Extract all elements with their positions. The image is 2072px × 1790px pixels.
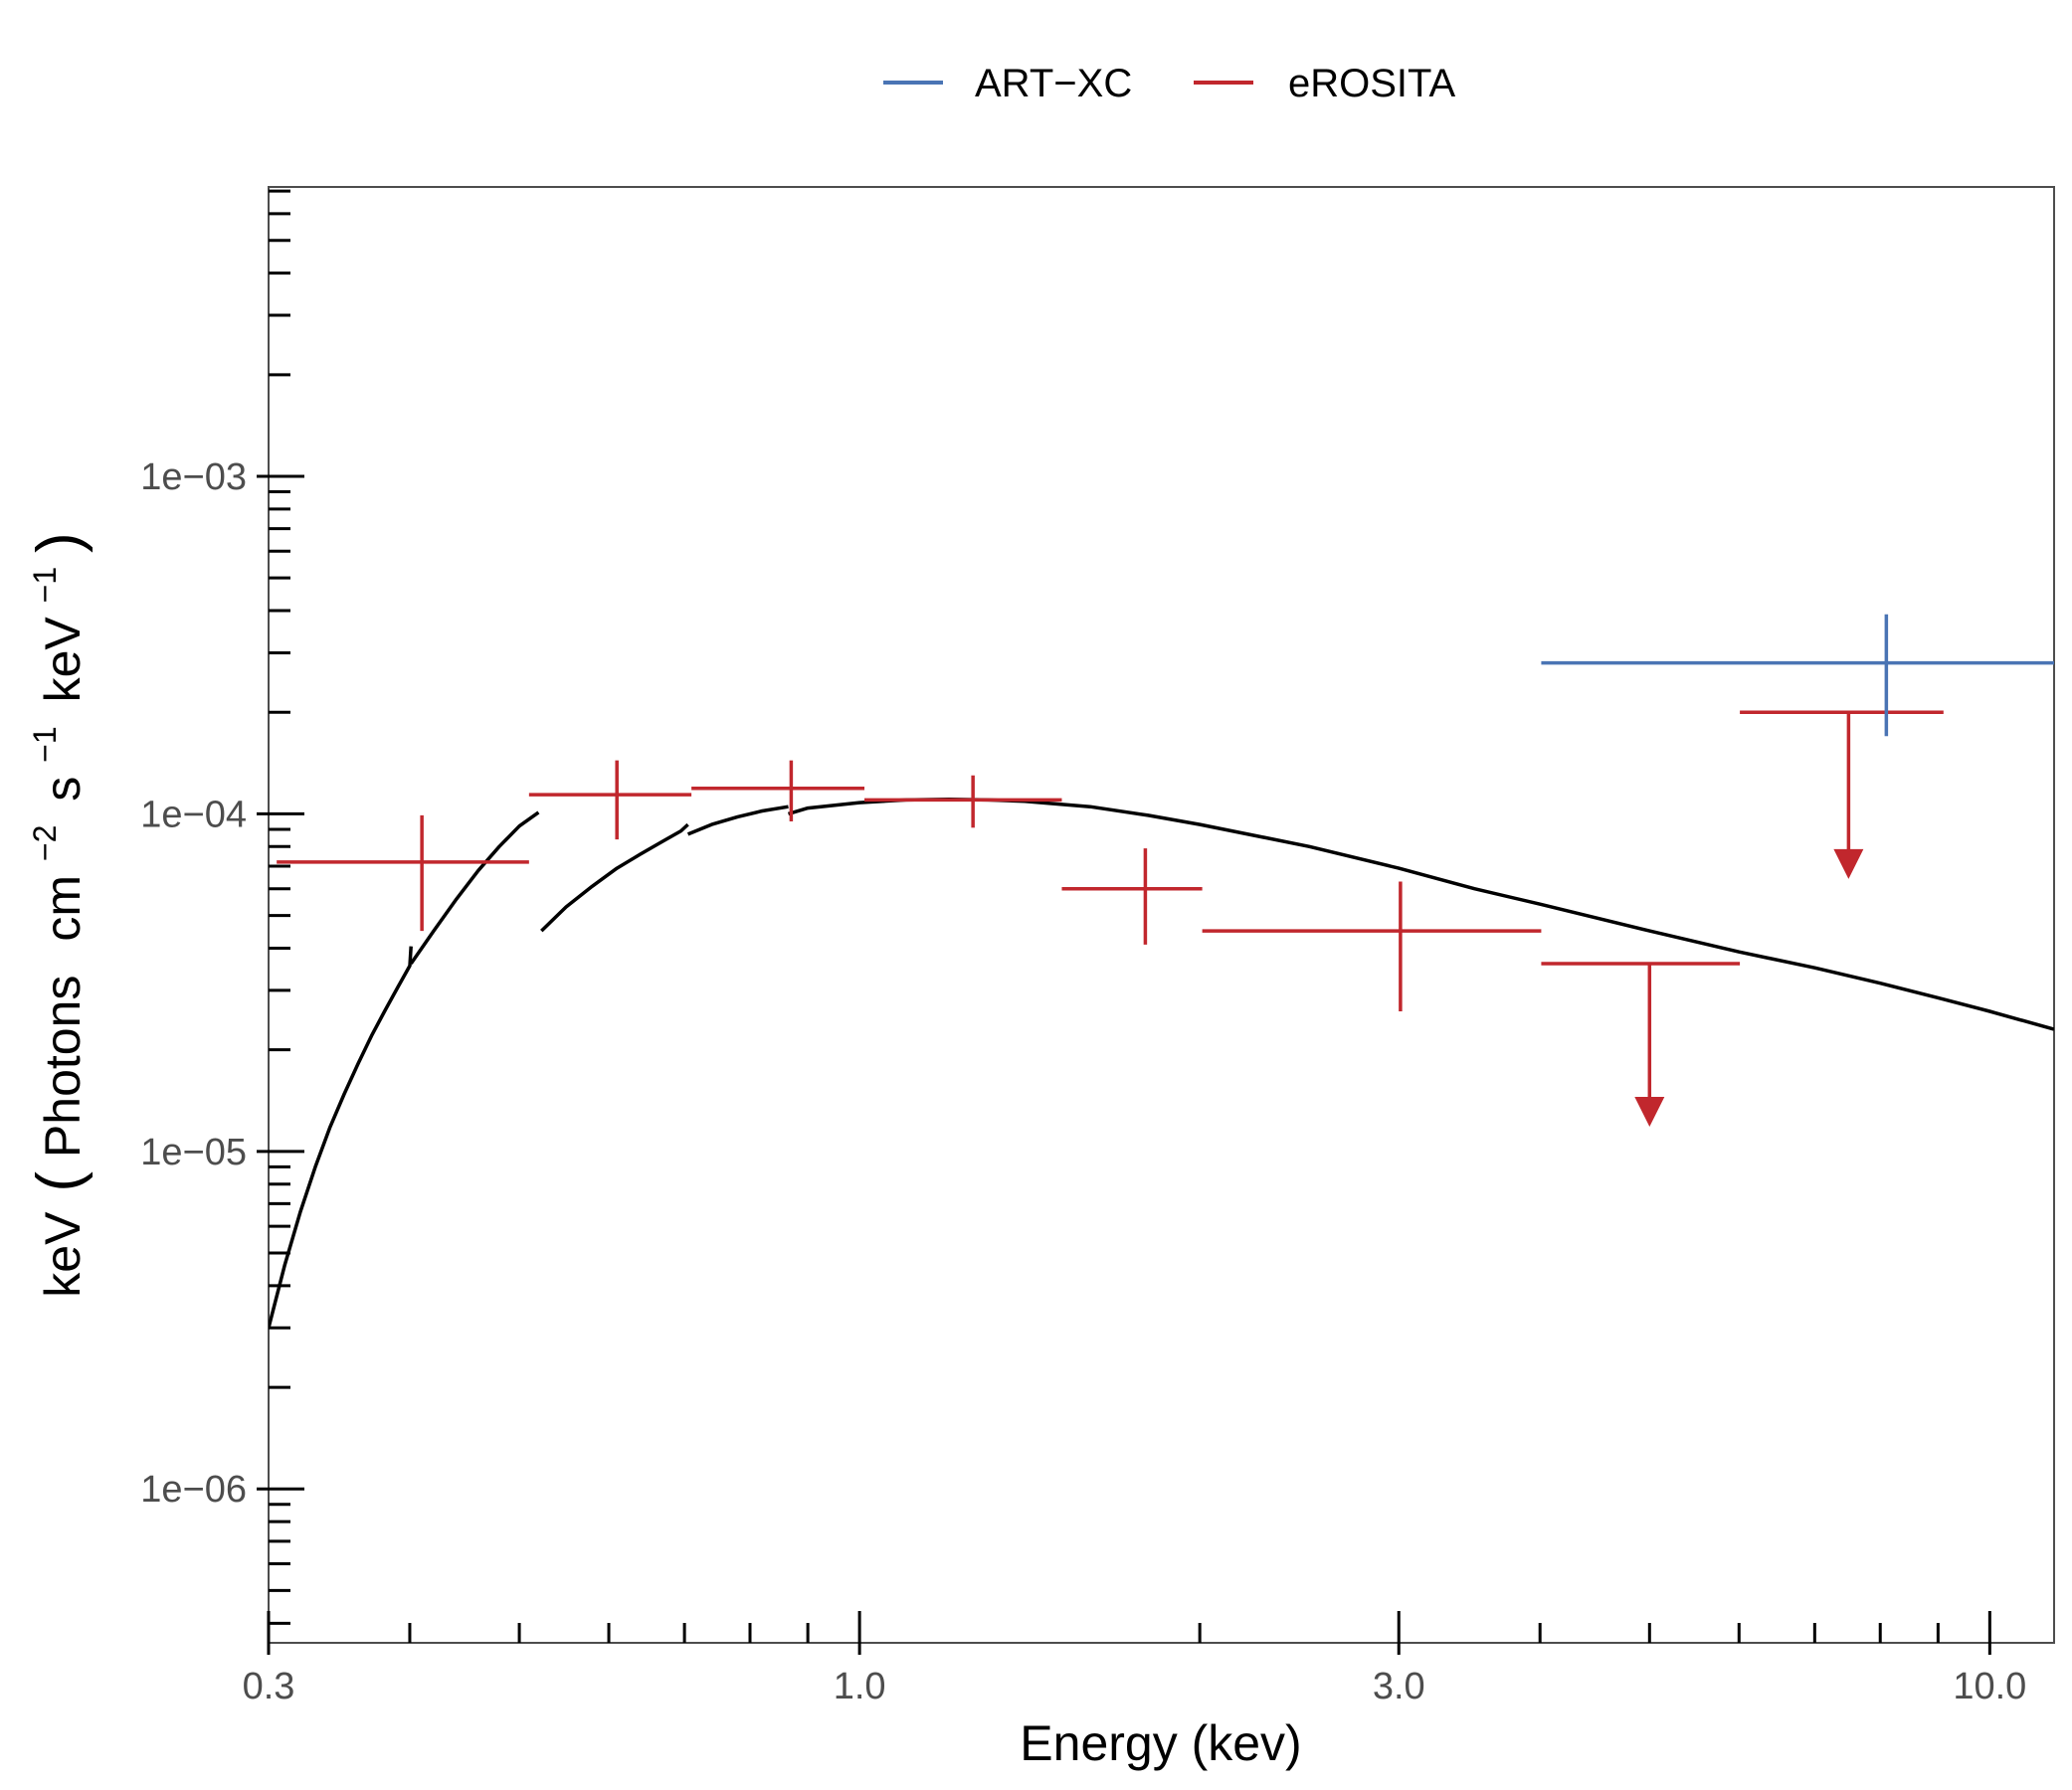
- data-points: [277, 614, 2054, 1127]
- x-tick-label-3: 10.0: [1953, 1666, 2026, 1707]
- erosita-point-5: [1202, 881, 1542, 1011]
- erosita-upper-limit-1: [1740, 710, 1944, 879]
- y-title-part-kev: keV: [35, 1211, 91, 1298]
- y-title-paren-close: ): [25, 532, 94, 553]
- legend: ART−XC eROSITA: [883, 62, 1456, 105]
- erosita-point-1: [528, 760, 692, 840]
- erosita-point-4: [1061, 848, 1203, 945]
- erosita-ul-arrow-1: [1833, 848, 1864, 879]
- erosita-ul-arrow-0: [1634, 1096, 1665, 1127]
- plot-panel: [268, 186, 2055, 1644]
- y-tick-label-0: 1e−06: [140, 1469, 247, 1511]
- y-title-exp-kev: −1: [27, 567, 63, 603]
- x-axis: 0.3 1.0 3.0 10.0: [243, 1611, 2026, 1707]
- legend-label-art-xc: ART−XC: [975, 62, 1132, 105]
- y-axis: 1e−06 1e−05 1e−04 1e−03: [140, 189, 304, 1625]
- y-title-part-photons: Photons: [35, 976, 91, 1158]
- y-title-paren-open: (: [25, 1171, 94, 1192]
- model-segment-4: [788, 797, 2054, 1031]
- x-tick-label-2: 3.0: [1373, 1666, 1425, 1707]
- art-xc-point-0: [1541, 614, 2054, 737]
- x-tick-label-1: 1.0: [834, 1666, 886, 1707]
- erosita-point-2: [691, 760, 865, 821]
- model-segment-0: [269, 946, 413, 1329]
- model-segment-3: [686, 805, 789, 836]
- y-axis-title: keV ( Photons cm −2 s −1 keV −1 ): [11, 532, 94, 1297]
- x-tick-label-0: 0.3: [243, 1666, 295, 1707]
- y-title-part-kev2: keV: [35, 617, 91, 703]
- erosita-point-3: [864, 775, 1062, 828]
- model-segment-2: [540, 822, 689, 933]
- y-tick-label-3: 1e−03: [140, 456, 247, 498]
- y-title-exp-s: −1: [27, 726, 63, 762]
- legend-label-erosita: eROSITA: [1288, 62, 1456, 105]
- model-segment-1: [409, 810, 540, 965]
- erosita-upper-limit-0: [1541, 962, 1741, 1127]
- y-title-part-s: s: [35, 777, 91, 802]
- svg-text:keV ( Photons: keV ( Photons cm −2 s −1 keV −1 ): [11, 532, 94, 1297]
- model-curve: [269, 797, 2054, 1329]
- y-tick-label-2: 1e−04: [140, 794, 247, 835]
- y-tick-label-1: 1e−05: [140, 1132, 247, 1173]
- y-title-exp-cm: −2: [27, 825, 63, 861]
- y-title-part-cm: cm: [35, 875, 91, 942]
- x-axis-title: Energy (kev): [1020, 1715, 1301, 1771]
- erosita-point-0: [277, 814, 529, 932]
